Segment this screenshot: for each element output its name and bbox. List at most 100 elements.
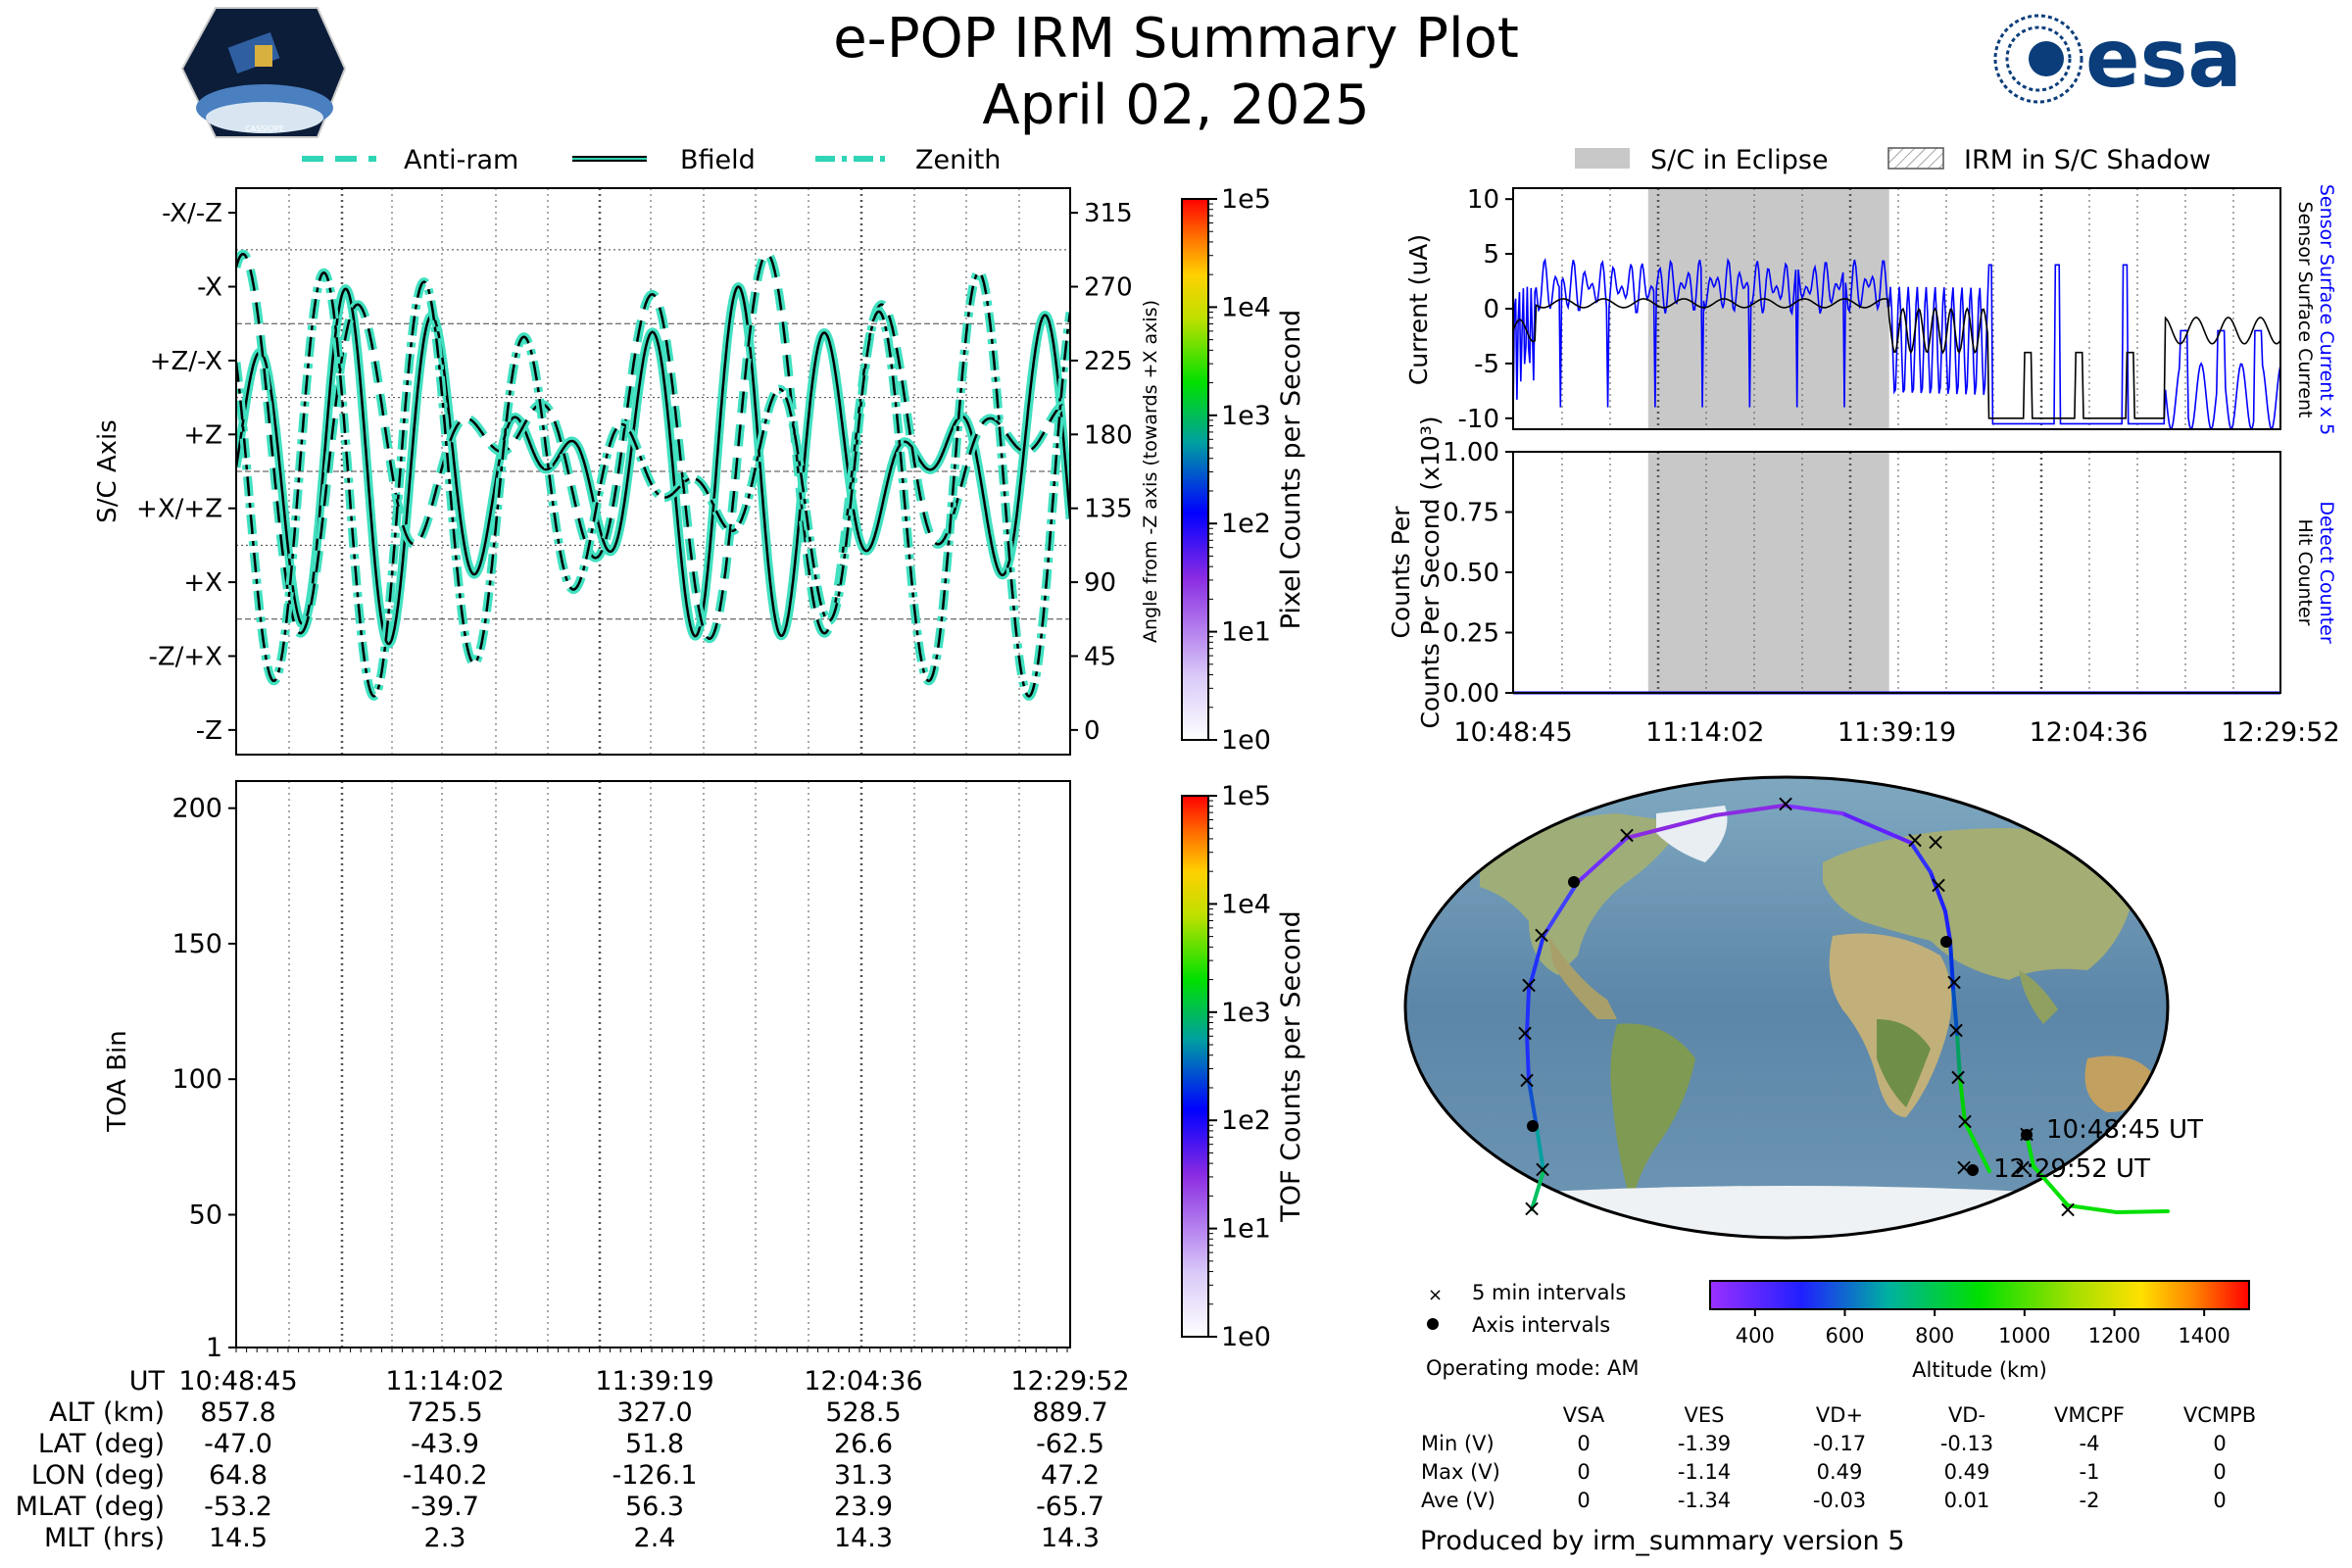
altitude-tick-label: 1400 (2178, 1324, 2230, 1348)
current-ytick-label: 5 (1483, 240, 1499, 270)
voltage-cell: -2 (2080, 1489, 2100, 1512)
track-segment (1535, 1125, 1545, 1173)
orbit-cell: -39.7 (411, 1492, 479, 1522)
orbit-cell: 11:14:02 (385, 1366, 504, 1396)
attitude-right-tick-label: 315 (1084, 199, 1133, 228)
voltage-cell: 0 (2213, 1432, 2226, 1455)
track-segment (2115, 1209, 2170, 1214)
attitude-right-tick-label: 225 (1084, 347, 1133, 376)
tof-colorbar-ticks: 1e0 1e1 1e2 1e3 1e4 1e5 (1208, 781, 1271, 1352)
time-tick-label: 11:39:19 (1838, 717, 1956, 748)
colorbar-tick-label: 1e3 (1221, 401, 1271, 431)
legend-dot-icon (1427, 1318, 1439, 1330)
legend-bfield-label: Bfield (680, 145, 756, 175)
current-ytick-label: -10 (1458, 405, 1499, 434)
orbit-table: UT 10:48:45 11:14:02 11:39:19 12:04:36 12:29:… (16, 1366, 1130, 1553)
legend-shadow-swatch (1887, 147, 1944, 170)
attitude-ytick-label: +X (183, 568, 222, 598)
track-segment (1527, 934, 1545, 992)
orbit-row-label: UT (129, 1366, 166, 1396)
voltage-cell: 0 (1577, 1489, 1590, 1512)
orbit-cell: 51.8 (625, 1429, 684, 1459)
orbit-cell: 12:04:36 (804, 1366, 922, 1396)
track-end-label: 12:29:52 UT (1993, 1154, 2150, 1184)
orbit-cell: 857.8 (200, 1397, 275, 1428)
voltage-cell: 0 (1577, 1460, 1590, 1484)
track-segment (1909, 841, 1933, 874)
altitude-tick-label: 800 (1915, 1324, 1954, 1348)
voltage-cell: -1.39 (1678, 1432, 1731, 1455)
legend-shadow-label: IRM in S/C Shadow (1964, 145, 2211, 175)
colorbar-tick-label: 1e1 (1221, 617, 1271, 648)
orbit-cell: 14.5 (209, 1523, 268, 1553)
tof-colorbar-label: TOF Counts per Second (1276, 910, 1306, 1223)
five-min-marker: × (1522, 1195, 1542, 1222)
track-segment (1625, 813, 1717, 840)
orbit-cell: -62.5 (1036, 1429, 1104, 1459)
current-ytick-label: 0 (1483, 295, 1499, 324)
voltage-header: VCMPB (2183, 1403, 2256, 1427)
track-start-label: 10:48:45 UT (2046, 1115, 2203, 1145)
track-segment (2032, 1164, 2070, 1207)
orbit-row-label: MLT (hrs) (44, 1523, 165, 1553)
eclipse-interval (1647, 452, 1889, 693)
voltage-cell: 0 (1577, 1432, 1590, 1455)
attitude-right-tick-label: 0 (1084, 716, 1101, 746)
toa-ytick-label: 200 (172, 794, 222, 824)
colorbar-tick-label: 1e4 (1221, 292, 1271, 322)
pixel-colorbar-ticks: 1e0 1e1 1e2 1e3 1e4 1e5 (1208, 184, 1271, 756)
altitude-tick-label: 1200 (2088, 1324, 2140, 1348)
voltage-cell: 0.49 (1817, 1460, 1863, 1484)
pixel-colorbar-label: Pixel Counts per Second (1276, 310, 1306, 630)
pixel-colorbar: 1e0 1e1 1e2 1e3 1e4 1e5 Pixel Counts per Seco… (1181, 184, 1306, 756)
tof-colorbar: 1e0 1e1 1e2 1e3 1e4 1e5 TOF Counts per Second (1181, 781, 1306, 1352)
five-min-marker: × (2013, 1153, 2033, 1181)
shadow-legend: S/C in Eclipse IRM in S/C Shadow (1575, 145, 2211, 175)
colorbar-tick-label: 1e0 (1221, 1322, 1271, 1352)
toa-ytick-label: 50 (189, 1200, 222, 1230)
counts-grid (1561, 452, 2234, 693)
voltage-cell: -1.34 (1678, 1489, 1731, 1512)
current-eclipse-shading (1647, 188, 1889, 429)
counts-ytick-label: 0.25 (1443, 619, 1499, 649)
attitude-ytick-label: -Z (196, 716, 222, 746)
five-min-marker: × (1532, 921, 1551, 949)
map-border (1403, 775, 2170, 1240)
orbit-row-label: LAT (deg) (38, 1429, 165, 1459)
voltage-header: VD+ (1816, 1403, 1863, 1427)
voltage-header: VD- (1948, 1403, 1985, 1427)
colorbar-tick-label: 1e4 (1221, 889, 1271, 919)
attitude-panel: -X/-Z -X +Z/-X +Z +X/+Z +X -Z/+X -Z 315 270 225 18… (93, 187, 1161, 756)
orbit-cell: 528.5 (825, 1397, 901, 1428)
orbit-cell: 889.7 (1032, 1397, 1107, 1428)
track-segment (1963, 1120, 1991, 1173)
toa-ylabel: TOA Bin (103, 1030, 132, 1132)
orbit-cell: 725.5 (407, 1397, 482, 1428)
axis-interval-marker (1568, 876, 1580, 888)
track-segment (1948, 939, 1955, 990)
toa-frame (235, 780, 1071, 1348)
voltage-table: VSA VES VD+ VD- VMCPF VCMPB Min (V) 0 -1.39 -0.17… (1421, 1403, 2256, 1512)
cassiope-logo: CASSIOPE (180, 7, 347, 138)
five-min-marker: × (1955, 1107, 1975, 1135)
attitude-trace-bfield-core (236, 285, 1070, 646)
orbit-cell: -126.1 (612, 1460, 697, 1491)
time-tick-label: 12:29:52 (2221, 717, 2339, 748)
attitude-trace-zenith-core (236, 271, 1070, 698)
map-legend: × 5 min intervals Axis intervals Operati… (1426, 1281, 1639, 1380)
orbit-cell: 31.3 (834, 1460, 893, 1491)
orbit-cell: 64.8 (209, 1460, 268, 1491)
five-min-marker: × (1517, 1066, 1537, 1094)
orbit-cell: -65.7 (1036, 1492, 1104, 1522)
orbit-cell: 26.6 (834, 1429, 893, 1459)
toa-ytick-label: 1 (206, 1333, 222, 1363)
right-time-ticks: 10:48:45 11:14:02 11:39:19 12:04:36 12:29:52 (1453, 717, 2339, 748)
colorbar-tick-label: 1e0 (1221, 725, 1271, 756)
track-segment (1525, 1032, 1531, 1083)
ground-track: ××××××××××××××××××× (1515, 790, 2170, 1223)
counts-ytick-label: 0.00 (1443, 679, 1499, 709)
legend-dot-label: Axis intervals (1472, 1313, 1610, 1337)
track-segment (1955, 1032, 1962, 1080)
attitude-trace-anti-ram-core (236, 252, 1070, 641)
